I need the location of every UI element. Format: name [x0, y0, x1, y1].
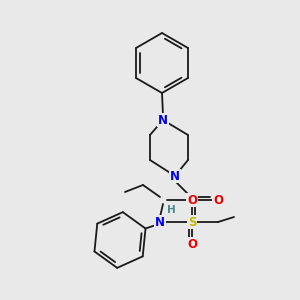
Text: N: N — [170, 169, 180, 182]
Text: N: N — [155, 215, 165, 229]
Text: O: O — [213, 194, 223, 206]
Text: O: O — [187, 194, 197, 206]
Text: S: S — [188, 215, 196, 229]
Text: N: N — [158, 113, 168, 127]
Text: O: O — [187, 238, 197, 250]
Text: H: H — [167, 205, 176, 215]
